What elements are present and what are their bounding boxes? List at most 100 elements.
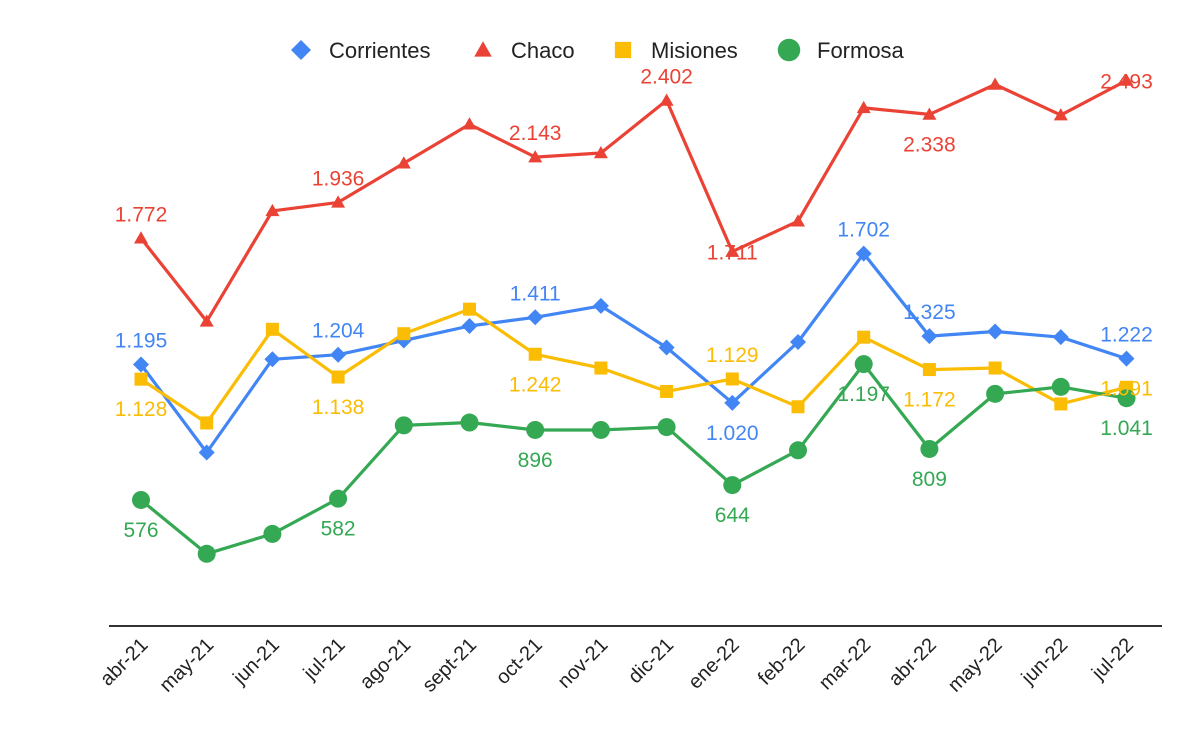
point-chaco-jun-21 bbox=[265, 203, 280, 217]
legend-label-misiones: Misiones bbox=[651, 38, 738, 63]
data-label-formosa-mar-22: 1.197 bbox=[837, 383, 890, 406]
point-misiones-mar-22 bbox=[857, 330, 871, 344]
point-corrientes-sept-21 bbox=[461, 318, 478, 335]
x-tick-label-sept-21: sept-21 bbox=[418, 634, 481, 697]
point-chaco-ago-21 bbox=[396, 156, 411, 169]
point-formosa-sept-21 bbox=[460, 413, 479, 432]
data-label-formosa-jul-22: 1.041 bbox=[1100, 417, 1153, 440]
data-label-formosa-oct-21: 896 bbox=[518, 449, 553, 472]
x-tick-label-abr-22: abr-22 bbox=[884, 634, 940, 690]
point-formosa-oct-21 bbox=[526, 420, 545, 439]
point-misiones-nov-21 bbox=[594, 361, 608, 375]
point-corrientes-may-21 bbox=[198, 444, 215, 461]
point-misiones-sept-21 bbox=[463, 302, 476, 316]
data-labels: 1.195 1.204 1.411 1.020 1.702 1.325 1.222 1.772… bbox=[115, 65, 1153, 542]
point-corrientes-abr-21 bbox=[133, 356, 149, 373]
point-formosa-jul-22 bbox=[1117, 389, 1136, 408]
point-misiones-ene-22 bbox=[725, 372, 739, 386]
point-chaco-abr-21 bbox=[134, 231, 148, 244]
point-chaco-abr-22 bbox=[922, 107, 937, 120]
point-misiones-abr-22 bbox=[922, 363, 936, 377]
point-corrientes-jun-21 bbox=[264, 351, 281, 368]
series-lines bbox=[139, 78, 1129, 556]
point-chaco-mar-22 bbox=[856, 100, 871, 114]
legend-item-chaco: Chaco bbox=[474, 38, 575, 63]
x-tick-label-jul-22: jul-22 bbox=[1087, 634, 1138, 685]
point-formosa-ene-22 bbox=[723, 476, 742, 495]
point-misiones-may-21 bbox=[200, 416, 214, 430]
point-corrientes-jul-22 bbox=[1118, 350, 1135, 367]
x-tick-label-may-21: may-21 bbox=[156, 634, 219, 697]
legend-marker-misiones bbox=[614, 41, 632, 59]
data-label-corrientes-abr-21: 1.195 bbox=[115, 330, 168, 353]
x-axis-ticks: abr-21 may-21 jun-21 jul-21 ago-21 sept-21 oct… bbox=[96, 634, 1138, 697]
point-chaco-may-21 bbox=[199, 314, 214, 327]
point-chaco-jul-21 bbox=[331, 195, 346, 208]
data-label-misiones-abr-21: 1.128 bbox=[115, 398, 168, 421]
point-misiones-jun-21 bbox=[265, 322, 279, 336]
legend-label-chaco: Chaco bbox=[511, 38, 575, 63]
point-formosa-mar-22 bbox=[854, 355, 873, 374]
data-label-chaco-dic-21: 2.402 bbox=[640, 65, 693, 88]
point-formosa-abr-21 bbox=[132, 490, 150, 509]
x-tick-label-may-22: may-22 bbox=[944, 634, 1007, 697]
data-label-misiones-abr-22: 1.172 bbox=[903, 389, 956, 412]
legend-marker-formosa bbox=[777, 38, 801, 62]
point-corrientes-oct-21 bbox=[527, 309, 544, 326]
data-label-misiones-oct-21: 1.242 bbox=[509, 373, 562, 396]
point-corrientes-may-22 bbox=[987, 323, 1004, 340]
legend-item-formosa: Formosa bbox=[777, 38, 905, 63]
data-label-corrientes-jul-21: 1.204 bbox=[312, 320, 365, 343]
point-chaco-jun-22 bbox=[1053, 108, 1068, 121]
data-label-chaco-ene-22: 1.711 bbox=[707, 242, 758, 265]
point-corrientes-jun-22 bbox=[1052, 329, 1069, 346]
point-chaco-sept-21 bbox=[462, 117, 477, 130]
data-label-chaco-jul-22: 2.493 bbox=[1100, 71, 1153, 94]
x-tick-label-ago-21: ago-21 bbox=[356, 634, 416, 694]
point-misiones-jul-21 bbox=[331, 370, 345, 384]
data-label-chaco-abr-21: 1.772 bbox=[115, 203, 168, 226]
legend-item-misiones: Misiones bbox=[614, 38, 738, 63]
data-label-corrientes-oct-21: 1.411 bbox=[510, 282, 561, 305]
point-formosa-dic-21 bbox=[657, 418, 676, 437]
data-label-misiones-jul-22: 1.091 bbox=[1100, 377, 1153, 400]
data-label-formosa-ene-22: 644 bbox=[715, 504, 750, 527]
data-label-formosa-abr-21: 576 bbox=[123, 519, 158, 542]
point-misiones-feb-22 bbox=[791, 400, 805, 414]
data-label-chaco-abr-22: 2.338 bbox=[903, 133, 956, 156]
data-label-corrientes-jul-22: 1.222 bbox=[1100, 324, 1153, 347]
legend-marker-corrientes bbox=[291, 40, 311, 60]
data-label-corrientes-abr-22: 1.325 bbox=[903, 301, 956, 324]
legend: Corrientes Chaco Misiones Formosa bbox=[291, 38, 905, 63]
legend-label-formosa: Formosa bbox=[817, 38, 905, 63]
point-chaco-feb-22 bbox=[791, 214, 805, 227]
point-formosa-feb-22 bbox=[789, 441, 807, 460]
point-corrientes-nov-21 bbox=[592, 297, 609, 314]
legend-marker-chaco bbox=[474, 41, 492, 57]
legend-label-corrientes: Corrientes bbox=[329, 38, 430, 63]
point-corrientes-ene-22 bbox=[724, 394, 741, 411]
data-label-corrientes-mar-22: 1.702 bbox=[837, 219, 890, 242]
point-chaco-ene-22 bbox=[725, 244, 740, 257]
point-corrientes-jul-21 bbox=[330, 346, 347, 363]
point-corrientes-dic-21 bbox=[658, 339, 675, 356]
point-misiones-dic-21 bbox=[660, 384, 674, 398]
series-markers bbox=[132, 73, 1136, 563]
x-tick-label-jun-21: jun-21 bbox=[228, 634, 284, 690]
x-tick-label-oct-21: oct-21 bbox=[492, 634, 547, 689]
x-tick-label-jun-22: jun-22 bbox=[1017, 634, 1073, 690]
line-chaco bbox=[139, 78, 1129, 323]
x-tick-label-mar-22: mar-22 bbox=[815, 634, 875, 694]
point-formosa-jul-21 bbox=[329, 489, 348, 508]
point-chaco-oct-21 bbox=[528, 150, 543, 163]
point-formosa-may-22 bbox=[986, 384, 1005, 403]
point-corrientes-abr-22 bbox=[921, 328, 938, 345]
x-tick-label-abr-21: abr-21 bbox=[96, 634, 152, 690]
point-chaco-jul-22 bbox=[1119, 73, 1134, 86]
point-chaco-may-22 bbox=[988, 77, 1003, 90]
x-tick-label-ene-22: ene-22 bbox=[684, 634, 744, 694]
point-misiones-ago-21 bbox=[397, 327, 411, 341]
point-chaco-dic-21 bbox=[659, 93, 674, 106]
point-misiones-may-22 bbox=[988, 361, 1002, 375]
